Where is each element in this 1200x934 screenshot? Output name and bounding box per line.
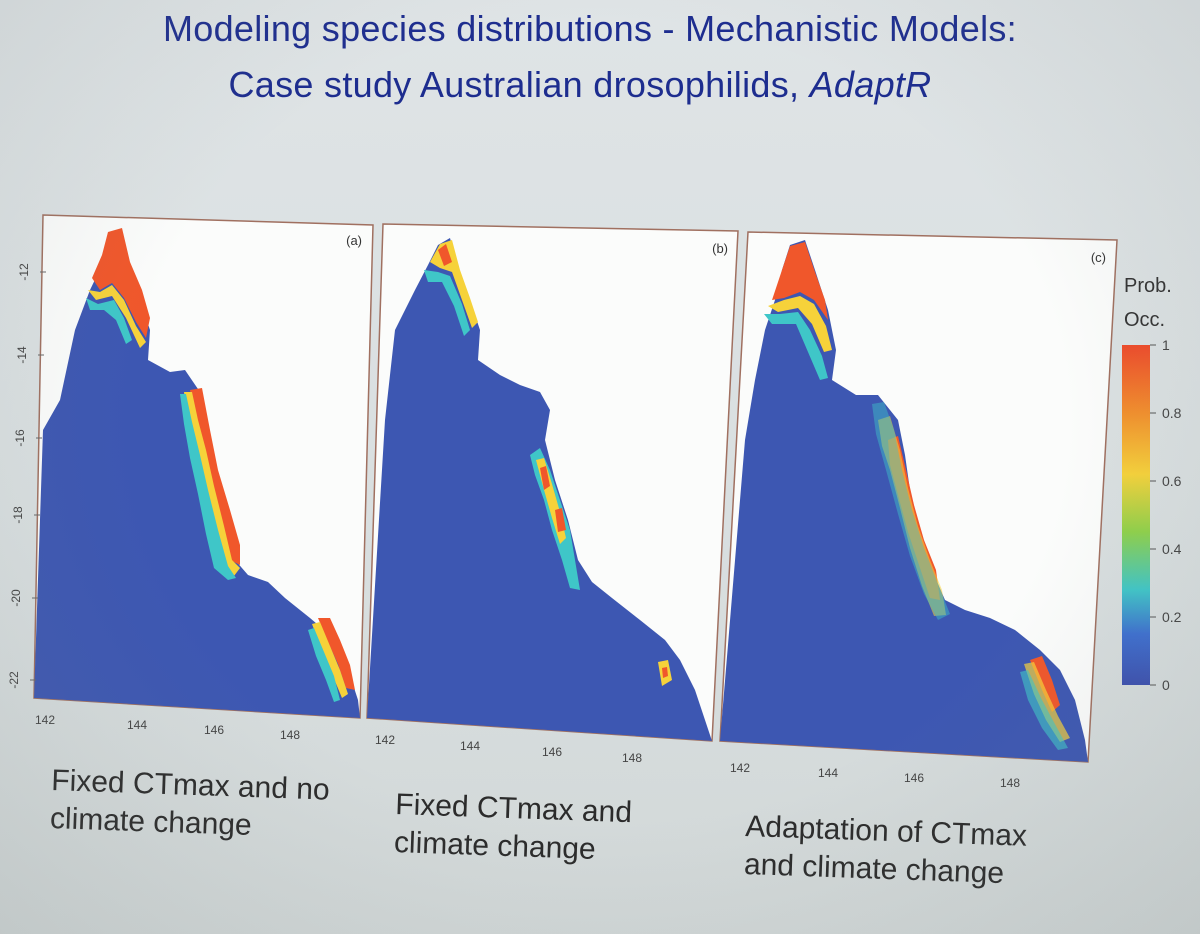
y-tick-label: -18 bbox=[11, 506, 25, 524]
panel-c-hotspot-south bbox=[1030, 656, 1060, 712]
panel-b: (b) bbox=[366, 223, 739, 742]
panel-a-letter: (a) bbox=[346, 233, 362, 248]
y-tick-label: -16 bbox=[13, 429, 27, 447]
x-axis-c: 142 144 146 148 bbox=[730, 761, 1020, 790]
y-tick-label: -12 bbox=[17, 263, 31, 281]
legend-tick: 0.4 bbox=[1162, 541, 1182, 557]
caption-a: Fixed CTmax and no climate change bbox=[49, 762, 330, 848]
y-axis: -12 -14 -16 -18 -20 -22 bbox=[7, 263, 46, 689]
x-tick-label: 148 bbox=[1000, 776, 1020, 790]
x-tick-label: 144 bbox=[818, 766, 838, 780]
panel-a: (a) bbox=[33, 214, 374, 719]
y-tick-label: -14 bbox=[15, 346, 29, 364]
panel-a-hotspot-north bbox=[92, 228, 150, 338]
legend-title-line1: Prob. bbox=[1124, 275, 1172, 297]
legend-title-line2: Occ. bbox=[1124, 309, 1165, 331]
slide-title-line1: Modeling species distributions - Mechani… bbox=[163, 8, 1017, 49]
slide-title-prefix: Case study Australian drosophilids, bbox=[228, 64, 810, 105]
panel-c: (c) bbox=[719, 231, 1118, 763]
y-tick-label: -20 bbox=[9, 589, 23, 607]
x-tick-label: 144 bbox=[460, 739, 480, 753]
x-axis-a: 142 144 146 148 bbox=[35, 713, 300, 742]
caption-b: Fixed CTmax and climate change bbox=[393, 786, 632, 870]
legend-tick: 0.8 bbox=[1162, 405, 1182, 421]
panel-c-letter: (c) bbox=[1091, 250, 1106, 265]
legend-tick: 0.6 bbox=[1162, 473, 1182, 489]
x-tick-label: 148 bbox=[622, 751, 642, 765]
legend-tick: 1 bbox=[1162, 337, 1170, 353]
y-tick-label: -22 bbox=[7, 671, 21, 689]
panel-b-land bbox=[367, 238, 712, 741]
x-tick-label: 146 bbox=[204, 723, 224, 737]
x-tick-label: 142 bbox=[35, 713, 55, 727]
panel-a-hotspot-south bbox=[318, 618, 355, 690]
legend: Prob. Occ. 1 0.8 0.6 0.4 0.2 0 bbox=[1122, 275, 1182, 693]
panel-b-letter: (b) bbox=[712, 241, 728, 256]
x-tick-label: 142 bbox=[375, 733, 395, 747]
panel-a-hotspot-central bbox=[190, 388, 240, 565]
x-tick-label: 148 bbox=[280, 728, 300, 742]
legend-colorbar bbox=[1122, 345, 1150, 685]
legend-tick: 0 bbox=[1162, 677, 1170, 693]
x-axis-b: 142 144 146 148 bbox=[375, 733, 642, 765]
x-tick-label: 144 bbox=[127, 718, 147, 732]
caption-c: Adaptation of CTmax and climate change bbox=[743, 808, 1027, 894]
slide-title-italic: AdaptR bbox=[809, 64, 932, 105]
legend-tick: 0.2 bbox=[1162, 609, 1182, 625]
x-tick-label: 146 bbox=[542, 745, 562, 759]
panel-c-hotspot-north bbox=[772, 242, 828, 320]
x-tick-label: 146 bbox=[904, 771, 924, 785]
panel-b-hotspot-north bbox=[430, 240, 478, 328]
x-tick-label: 142 bbox=[730, 761, 750, 775]
slide-title-line2: Case study Australian drosophilids, Adap… bbox=[0, 64, 1180, 106]
